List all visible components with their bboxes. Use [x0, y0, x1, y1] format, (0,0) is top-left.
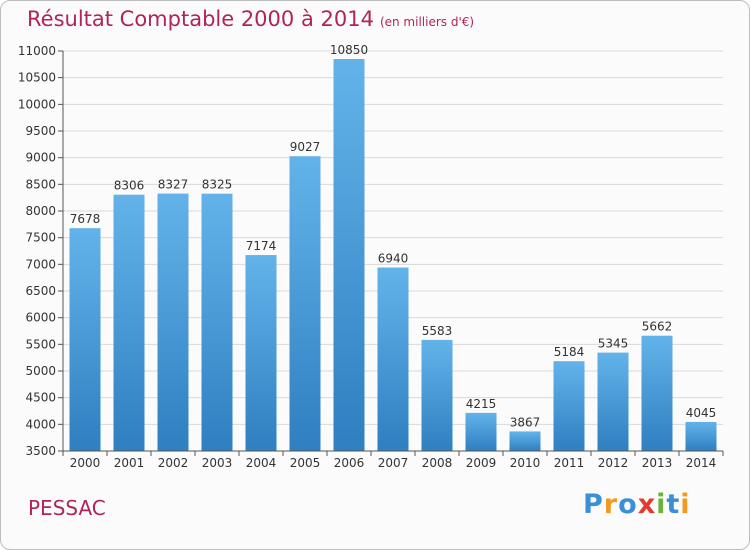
brand-letter: i [680, 489, 691, 520]
bar-2012 [597, 352, 629, 451]
bar-2003 [201, 193, 233, 451]
x-tick-label: 2001 [114, 456, 145, 470]
brand-letter: x [637, 489, 657, 520]
bar-2011 [553, 361, 585, 451]
data-label: 5345 [598, 337, 629, 351]
y-tick-label: 9000 [25, 151, 56, 165]
x-tick-label: 2003 [202, 456, 233, 470]
y-tick-label: 6500 [25, 284, 56, 298]
data-label: 5184 [554, 345, 585, 359]
chart-subtitle: (en milliers d'€) [379, 15, 475, 29]
x-tick-label: 2013 [642, 456, 673, 470]
data-label: 6940 [378, 252, 409, 266]
data-label: 3867 [510, 415, 541, 429]
place-name: PESSAC [28, 496, 106, 520]
x-tick-label: 2006 [334, 456, 365, 470]
x-tick-label: 2012 [598, 456, 629, 470]
x-tick-label: 2014 [686, 456, 717, 470]
y-tick-label: 4500 [25, 391, 56, 405]
title-text: Résultat Comptable 2000 à 2014 [27, 7, 374, 31]
bar-2013 [641, 335, 673, 451]
y-tick-label: 6000 [25, 311, 56, 325]
bar-2001 [113, 194, 145, 451]
y-tick-label: 9500 [25, 124, 56, 138]
x-tick-label: 2009 [466, 456, 497, 470]
brand-letter: r [603, 489, 619, 520]
x-tick-label: 2004 [246, 456, 277, 470]
proxiti-logo: Proxiti [583, 489, 691, 520]
brand-letter: i [656, 489, 667, 520]
x-tick-label: 2005 [290, 456, 321, 470]
bars [69, 59, 717, 451]
bar-2007 [377, 267, 409, 451]
y-tick-label: 5000 [25, 364, 56, 378]
bar-2000 [69, 228, 101, 451]
y-tick-label: 8500 [25, 177, 56, 191]
x-tick-label: 2002 [158, 456, 189, 470]
data-label: 8327 [158, 178, 189, 192]
bar-2004 [245, 255, 277, 451]
x-tick-label: 2008 [422, 456, 453, 470]
data-label: 7174 [246, 239, 277, 253]
data-label: 7678 [70, 212, 101, 226]
chart-title: Résultat Comptable 2000 à 2014 (en millie… [27, 7, 474, 31]
bar-2014 [685, 421, 717, 451]
brand-letter: t [666, 489, 681, 520]
x-tick-label: 2007 [378, 456, 409, 470]
brand-letter: o [618, 489, 638, 520]
x-tick-label: 2000 [70, 456, 101, 470]
data-labels: 7678 8306 8327 8325 7174 9027 10850 6940 5583 421… [70, 43, 717, 429]
data-label: 5583 [422, 324, 453, 338]
data-label: 9027 [290, 140, 321, 154]
y-tick-label: 7000 [25, 257, 56, 271]
bar-2008 [421, 339, 453, 451]
y-tick-label: 8000 [25, 204, 56, 218]
y-tick-label: 10500 [18, 71, 56, 85]
y-tick-label: 3500 [25, 444, 56, 458]
bar-2005 [289, 156, 321, 451]
data-label: 8306 [114, 179, 145, 193]
data-label: 4045 [686, 406, 717, 420]
bar-2002 [157, 193, 189, 451]
data-label: 5662 [642, 320, 673, 334]
bar-2006 [333, 59, 365, 451]
y-tick-label: 4000 [25, 417, 56, 431]
data-label: 4215 [466, 397, 497, 411]
bar-2009 [465, 412, 497, 451]
data-label: 8325 [202, 178, 233, 192]
y-tick-label: 10000 [18, 97, 56, 111]
brand-letter: P [583, 489, 604, 520]
x-tick-label: 2010 [510, 456, 541, 470]
y-tick-label: 5500 [25, 337, 56, 351]
axes: 3500 4000 4500 5000 5500 6000 6500 7000 7500 8000… [18, 44, 724, 470]
x-tick-label: 2011 [554, 456, 585, 470]
y-tick-label: 11000 [18, 44, 56, 58]
data-label: 10850 [330, 43, 368, 57]
y-tick-label: 7500 [25, 231, 56, 245]
bar-2010 [509, 431, 541, 451]
